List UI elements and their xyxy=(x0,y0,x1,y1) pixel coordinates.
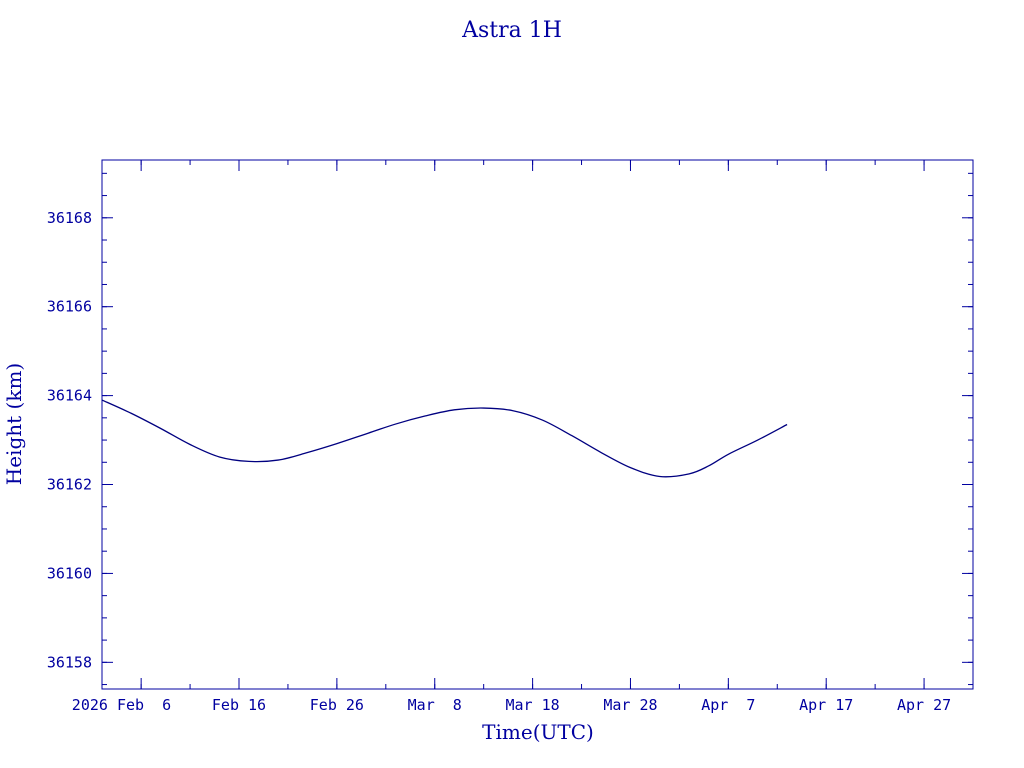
x-tick-label: Mar 8 xyxy=(408,696,462,714)
x-tick-label: Apr 7 xyxy=(701,696,755,714)
x-tick-label: Mar 28 xyxy=(603,696,657,714)
y-tick-label: 36162 xyxy=(47,476,92,494)
chart-title: Astra 1H xyxy=(461,18,562,43)
axis-ticks xyxy=(102,160,974,689)
y-tick-label: 36164 xyxy=(47,387,92,405)
x-tick-label: Mar 18 xyxy=(506,696,560,714)
x-axis-label: Time(UTC) xyxy=(482,720,594,744)
series-layer xyxy=(101,399,788,478)
y-tick-label: 36168 xyxy=(47,209,92,227)
x-tick-label: 2026 Feb 6 xyxy=(72,696,171,714)
x-tick-label: Feb 26 xyxy=(310,696,364,714)
x-tick-label: Apr 27 xyxy=(897,696,951,714)
series-line-0 xyxy=(101,399,788,478)
y-tick-label: 36158 xyxy=(47,653,92,671)
y-tick-label: 36166 xyxy=(47,298,92,316)
plot-frame xyxy=(101,159,974,690)
y-tick-label: 36160 xyxy=(47,564,92,582)
y-axis-label: Height (km) xyxy=(2,363,26,485)
y-tick-labels: 36158 36160 36162 36164 36166 36168 xyxy=(47,209,92,672)
x-tick-label: Apr 17 xyxy=(799,696,853,714)
x-tick-label: Feb 16 xyxy=(212,696,266,714)
x-tick-labels: 2026 Feb 6 Feb 16 Feb 26 Mar 8 Mar 18 Mar 28 A… xyxy=(72,696,951,714)
